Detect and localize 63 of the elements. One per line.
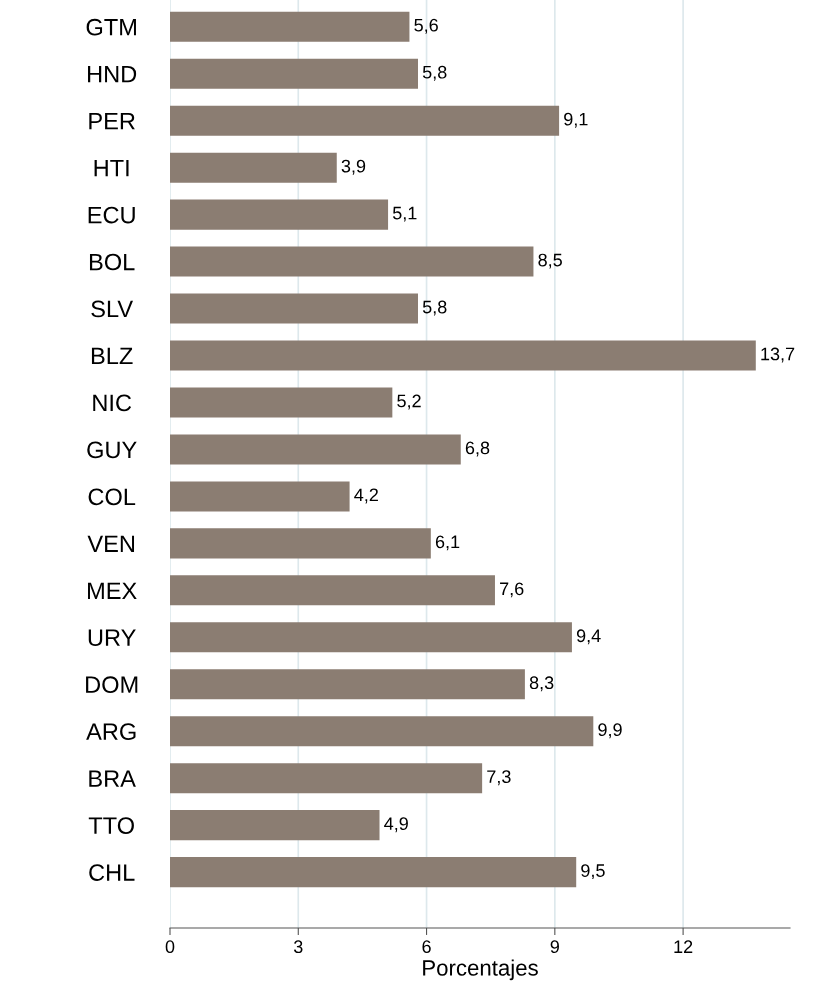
data-label: 8,5 [538,253,562,269]
bar [170,528,431,559]
y-tick-label: ECU [88,206,135,224]
x-axis-title: Porcentajes [423,959,538,981]
bar [170,481,350,512]
y-tick-label: BLZ [91,347,133,365]
x-tick-label: 12 [674,940,693,953]
y-tick-label: COL [88,488,136,506]
bar [170,434,461,465]
y-tick-label: PER [89,113,135,130]
bar [170,387,393,418]
data-label: 7,6 [500,582,524,598]
y-tick-label: GTM [86,18,136,36]
data-label: 3,9 [341,159,366,175]
y-tick-label: BOL [89,253,135,271]
data-label: 6,1 [435,535,460,551]
bar [170,11,410,42]
y-tick-label: SLV [91,300,134,318]
data-label: 8,3 [529,676,554,692]
bar [170,58,418,89]
y-tick-label: GUY [87,441,137,459]
y-tick-label: BRA [89,770,136,787]
bar [170,152,337,183]
y-tick-label: DOM [86,676,138,694]
bar [170,340,756,371]
x-tick-label: 0 [165,940,175,954]
bar [170,669,525,700]
data-label: 9,5 [581,864,605,880]
bar [170,622,572,653]
bar [170,199,389,230]
data-label: 7,3 [487,770,511,786]
y-tick-label: URY [88,629,136,647]
data-label: 6,8 [465,441,490,457]
y-tick-label: CHL [89,864,135,881]
data-label: 5,1 [392,206,417,222]
data-label: 4,2 [354,488,378,504]
bar [170,293,418,324]
data-label: 5,6 [414,18,438,34]
y-tick-label: NIC [93,394,132,412]
y-tick-label: HTI [94,159,129,177]
data-label: 13,7 [761,347,795,363]
data-label: 5,8 [422,300,447,316]
bar [170,857,577,888]
y-tick-label: TTO [88,817,134,834]
y-tick-label: ARG [86,723,136,741]
data-label: 9,4 [576,629,601,645]
bar [170,575,495,606]
data-label: 4,9 [384,817,408,833]
bar [170,716,594,747]
y-tick-label: MEX [88,582,137,599]
x-tick-label: 6 [422,940,431,954]
x-tick-label: 9 [550,940,559,954]
data-label: 9,1 [564,112,588,128]
bar [170,246,534,277]
data-label: 9,9 [598,723,622,739]
bar [170,763,483,794]
y-tick-label: HND [88,66,137,83]
x-tick-label: 3 [293,940,303,954]
bar [170,105,560,136]
y-tick-label: VEN [87,535,135,552]
bar [170,810,380,841]
data-label: 5,8 [422,65,447,81]
data-label: 5,2 [397,394,421,410]
